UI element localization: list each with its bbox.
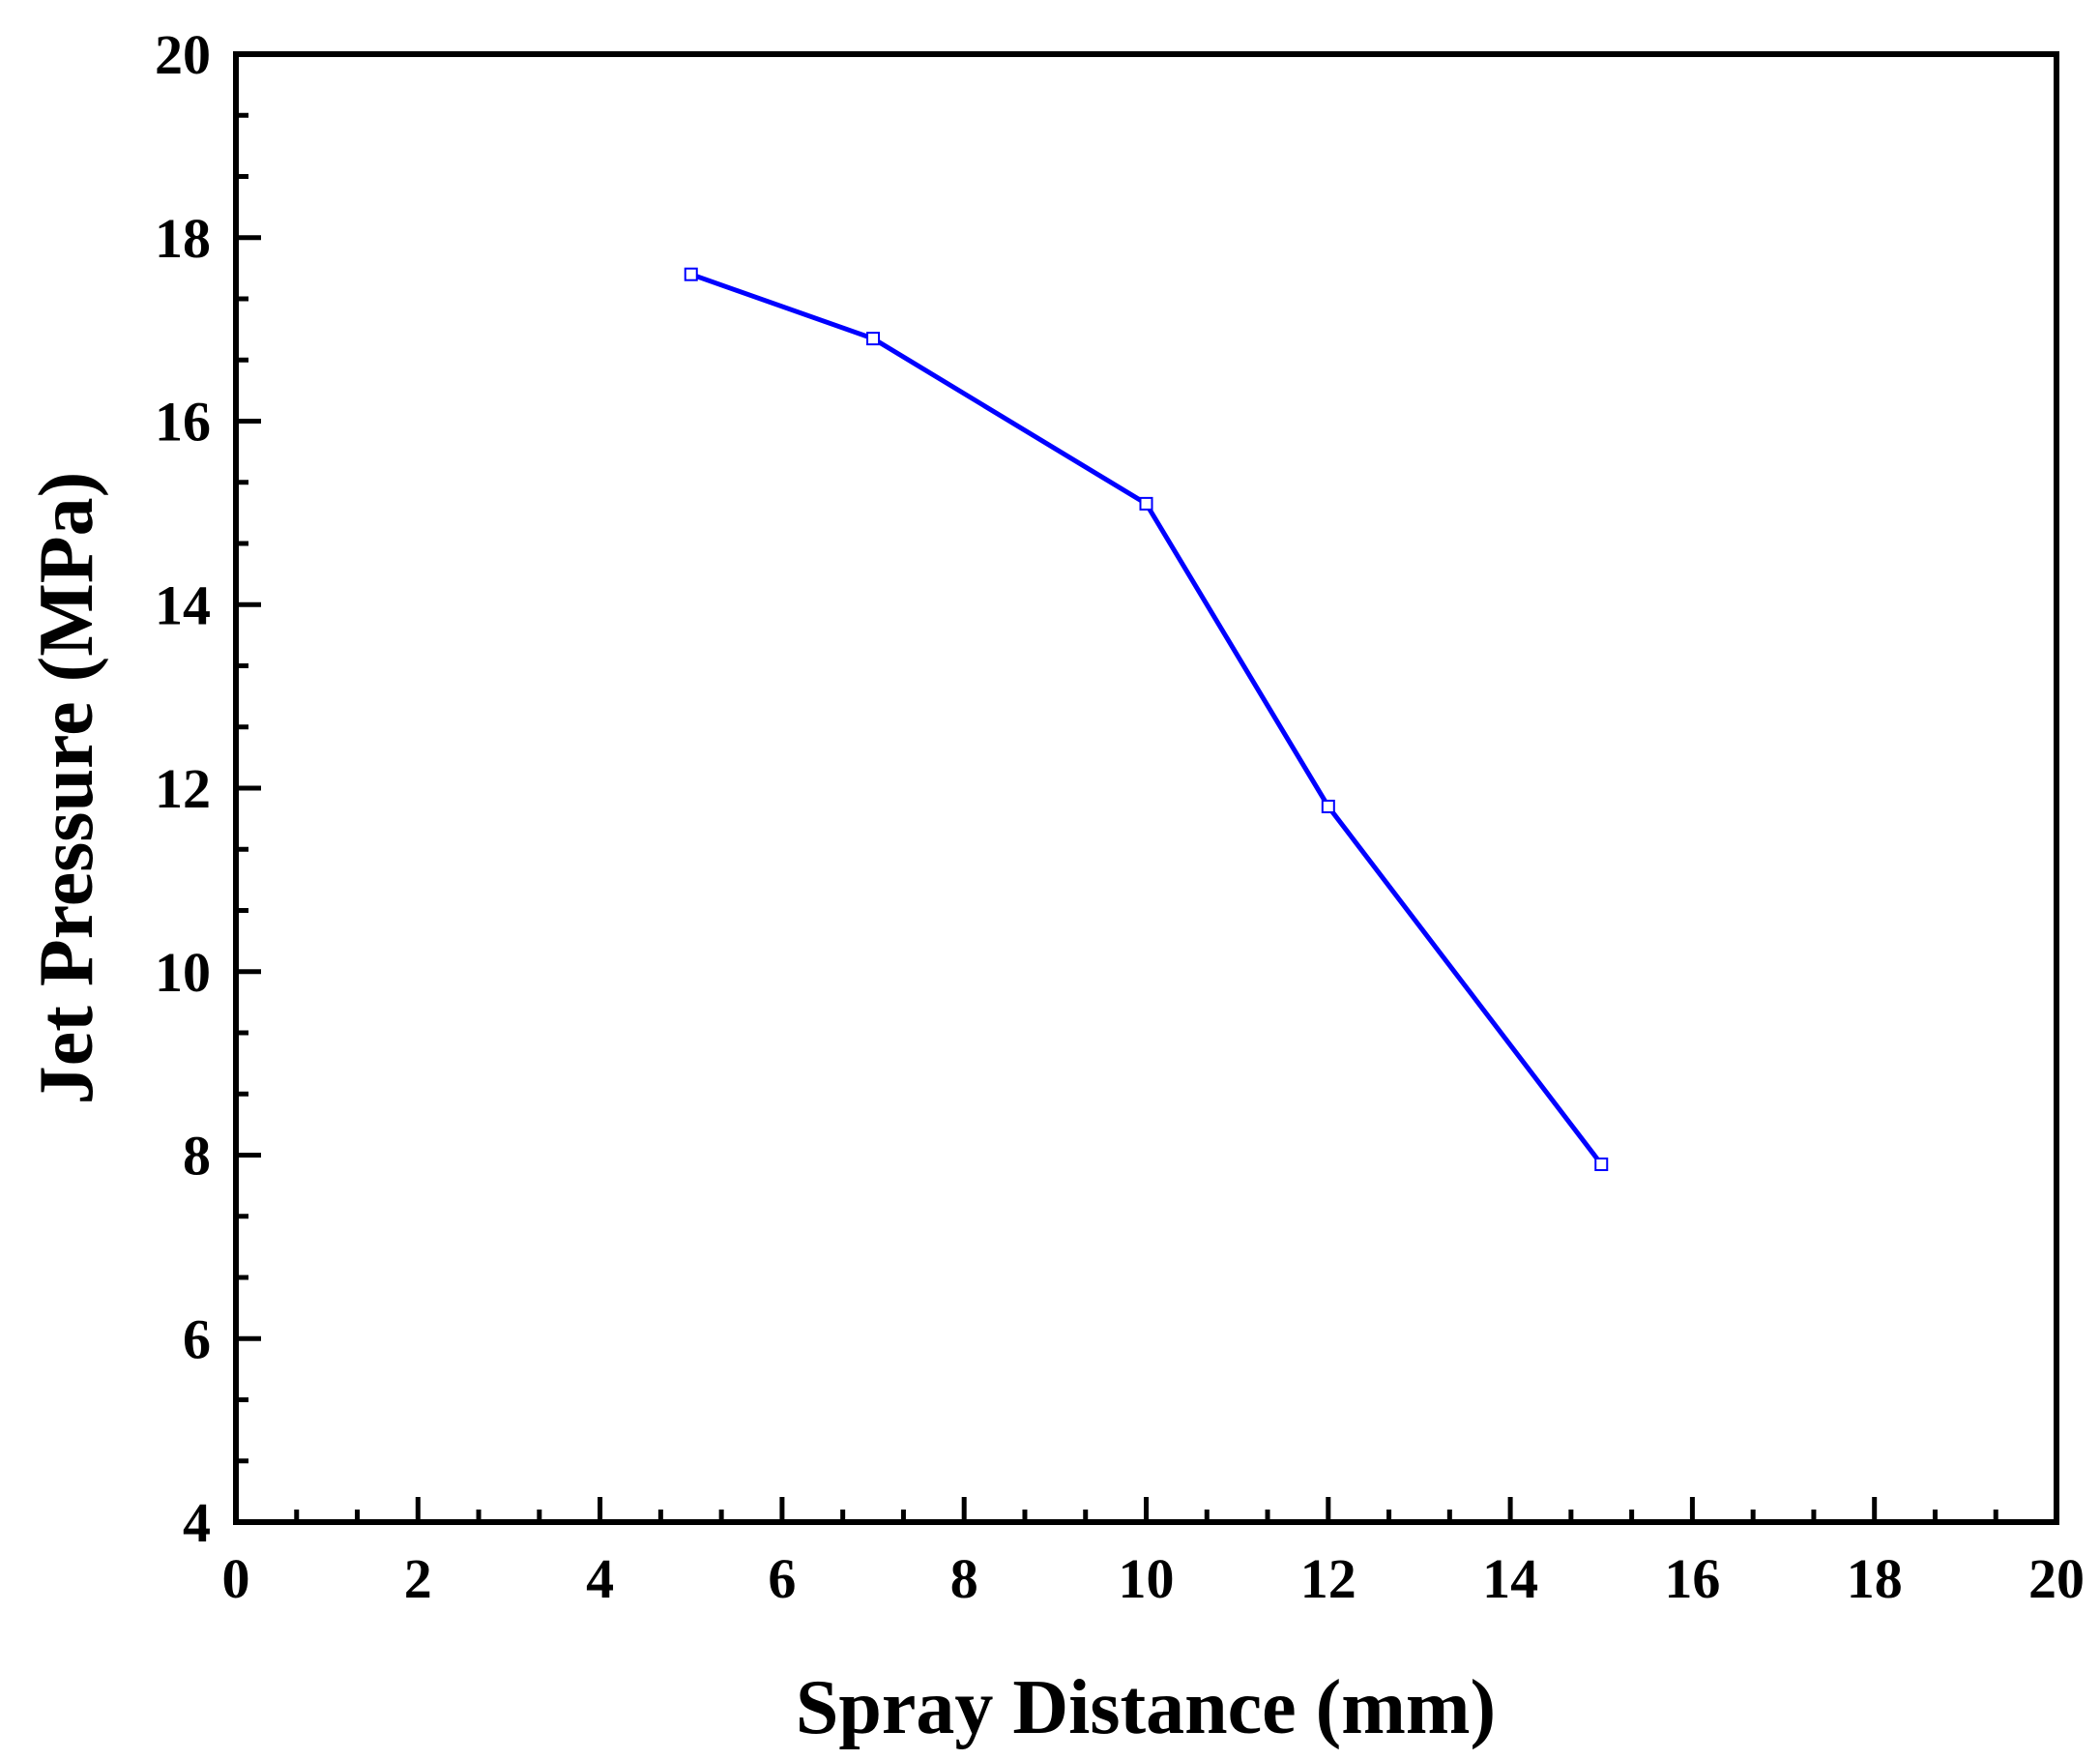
data-point: [866, 332, 881, 346]
y-tick-label: 8: [183, 1125, 211, 1188]
x-tick-label: 18: [1847, 1547, 1903, 1610]
y-tick-label: 16: [155, 391, 211, 454]
y-tick-label: 10: [155, 941, 211, 1004]
x-tick-label: 20: [2028, 1547, 2085, 1610]
y-tick-label: 12: [155, 757, 211, 820]
x-tick-label: 8: [950, 1547, 978, 1610]
x-tick-label: 0: [222, 1547, 250, 1610]
data-point: [684, 267, 698, 281]
ticks-layer: [233, 51, 2059, 1525]
x-tick-label: 12: [1300, 1547, 1356, 1610]
x-tick-label: 2: [404, 1547, 432, 1610]
y-tick-label: 4: [183, 1491, 211, 1554]
x-tick-label: 6: [768, 1547, 796, 1610]
series-line: [689, 272, 1604, 1166]
plot-frame: [233, 51, 2059, 1525]
y-tick-label: 20: [155, 23, 211, 86]
data-point: [1139, 496, 1153, 511]
x-tick-label: 4: [586, 1547, 614, 1610]
y-tick-label: 18: [155, 207, 211, 270]
y-tick-label: 14: [155, 573, 211, 636]
series-layer: [684, 267, 1609, 1171]
x-axis-title: Spray Distance (mm): [796, 1665, 1496, 1750]
x-tick-label: 14: [1482, 1547, 1538, 1610]
data-point: [1594, 1157, 1609, 1171]
labels-layer: 0 2 4 6 8 10 12 14 16 18 20 4 6 8 10 12 14 16 18 20: [155, 23, 2085, 1610]
data-point: [1321, 799, 1335, 813]
x-tick-label: 10: [1119, 1547, 1175, 1610]
x-tick-label: 16: [1664, 1547, 1720, 1610]
y-tick-label: 6: [183, 1307, 211, 1370]
y-axis-title: Jet Pressure (MPa): [24, 472, 109, 1105]
